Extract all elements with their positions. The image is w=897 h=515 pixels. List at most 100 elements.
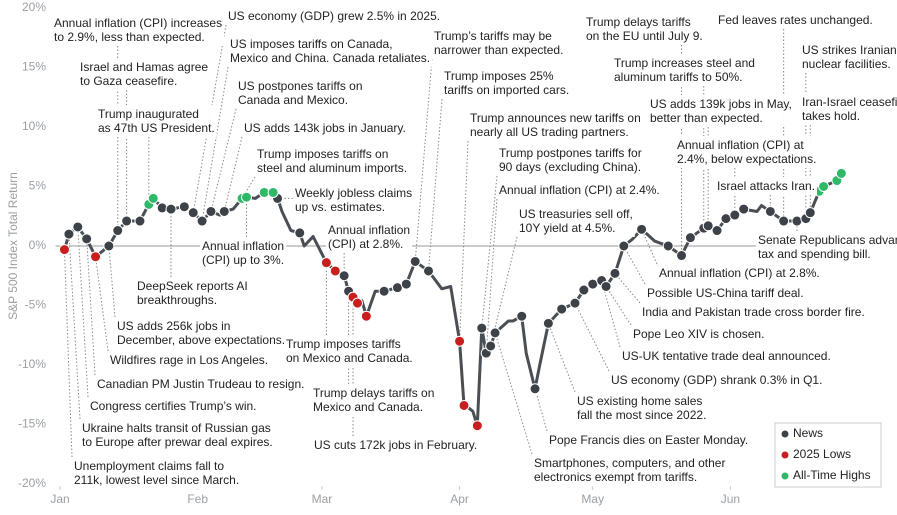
annotation-box bbox=[517, 205, 635, 237]
event-marker bbox=[409, 255, 421, 267]
event-marker bbox=[360, 310, 372, 322]
annotation: Annual inflation (CPI) at 2.4%. bbox=[497, 181, 662, 199]
legend-box bbox=[774, 422, 882, 488]
annotation-line: on the EU until July 9. bbox=[586, 29, 703, 43]
leader-line bbox=[485, 198, 498, 354]
leader-line bbox=[68, 234, 81, 420]
leader-line bbox=[490, 236, 518, 347]
leader-line bbox=[63, 249, 73, 458]
annotation: Trump announces new tariffs on nearly all… bbox=[468, 109, 643, 141]
annotation-line: US-UK tentative trade deal announced. bbox=[622, 349, 831, 363]
annotation: US adds 139k jobs in May, better than exp… bbox=[648, 95, 794, 127]
leader-line bbox=[428, 98, 443, 272]
annotation-box bbox=[115, 317, 288, 349]
leader-line bbox=[459, 140, 469, 342]
annotation-line: Trump delays tariffs bbox=[586, 15, 691, 29]
annotation-line: on Mexico and Canada. bbox=[286, 351, 413, 365]
annotation: Pope Leo XIV is chosen. bbox=[631, 325, 767, 343]
annotation: US treasuries sell off, 10Y yield at 4.5%… bbox=[517, 205, 635, 237]
annotation-box bbox=[135, 277, 250, 309]
event-marker bbox=[476, 322, 488, 334]
annotation-text: Annual inflation (CPI) increases to 2.9%,… bbox=[54, 16, 222, 44]
event-marker bbox=[63, 228, 75, 240]
annotation-text: Annual inflation (CPI) up to 3%. bbox=[202, 239, 284, 267]
leader-line bbox=[641, 229, 658, 265]
annotation-text: Wildfires rage in Los Angeles. bbox=[110, 353, 268, 367]
event-marker bbox=[267, 186, 279, 198]
event-marker bbox=[662, 240, 674, 252]
event-marker bbox=[378, 285, 390, 297]
annotation-box bbox=[78, 58, 211, 90]
annotation-text: Iran-Israel ceasefiretakes hold. bbox=[802, 95, 897, 123]
annotation-line: India and Pakistan trade cross border fi… bbox=[642, 305, 865, 319]
annotation-line: Annual inflation (CPI) at 2.8%. bbox=[659, 266, 820, 280]
annotation: Trump imposes tariffs on steel and alumin… bbox=[255, 145, 410, 177]
annotation-line: 90 days (excluding China). bbox=[499, 160, 641, 174]
annotation: Trump delays tariffs on Mexico and Canada… bbox=[311, 384, 437, 416]
event-marker bbox=[134, 215, 146, 227]
annotation-text: US adds 143k jobs in January. bbox=[244, 121, 406, 135]
annotation-line: 10Y yield at 4.5%. bbox=[519, 221, 616, 235]
x-tick-label: Apr bbox=[450, 492, 469, 506]
leader-line bbox=[95, 256, 109, 352]
annotation-box bbox=[96, 105, 217, 137]
leader-line bbox=[605, 286, 632, 326]
annotation-line: US cuts 172k jobs in February. bbox=[314, 438, 477, 452]
annotation-text: Trump imposes 25% tariffs on imported car… bbox=[444, 69, 569, 97]
annotation-box bbox=[584, 13, 705, 45]
annotation-line: Weekly jobless claims bbox=[295, 186, 412, 200]
annotation-text: Weekly jobless claims up vs. estimates. bbox=[295, 186, 412, 214]
annotation-line: Trump imposes tariffs on bbox=[257, 147, 388, 161]
event-marker bbox=[351, 297, 363, 309]
annotation-text: US treasuries sell off, 10Y yield at 4.5%… bbox=[519, 207, 633, 235]
annotation-box bbox=[756, 231, 897, 263]
annotation-text: Israel and Hamas agree to Gaza ceasefire. bbox=[80, 60, 208, 88]
y-tick-label: -20% bbox=[18, 476, 46, 490]
annotation-line: Fed leaves rates unchanged. bbox=[718, 13, 873, 27]
annotation-line: tax and spending bill. bbox=[758, 247, 871, 261]
annotation-box bbox=[648, 95, 794, 127]
annotation: US adds 256k jobs in December, above expe… bbox=[115, 317, 288, 349]
annotation: Annual inflation (CPI) increases to 2.9%,… bbox=[52, 14, 225, 46]
annotation-text: Pope Francis dies on Easter Monday. bbox=[549, 433, 748, 447]
event-marker bbox=[676, 250, 688, 262]
annotation-line: DeepSeek reports AI bbox=[137, 279, 248, 293]
annotation-line: Possible US-China tariff deal. bbox=[647, 286, 804, 300]
annotation-line: narrower than expected. bbox=[434, 43, 563, 57]
annotation-box bbox=[255, 145, 410, 177]
annotation-box bbox=[52, 14, 225, 46]
event-marker bbox=[294, 227, 306, 239]
event-marker bbox=[600, 280, 612, 292]
annotation-text: Senate Republicans advancetax and spendi… bbox=[758, 233, 897, 261]
annotation-line: Annual inflation bbox=[202, 239, 284, 253]
annotation: Annual inflation (CPI) at 2.4%, below exp… bbox=[675, 136, 819, 168]
event-marker bbox=[556, 303, 568, 315]
annotation-box bbox=[609, 371, 825, 389]
annotation-box bbox=[800, 93, 897, 125]
annotation-text: US cuts 172k jobs in February. bbox=[314, 438, 477, 452]
leader-line bbox=[241, 176, 256, 199]
annotation: Trump delays tariffs on the EU until July… bbox=[584, 13, 705, 45]
annotation: Trump imposes tariffs on Mexico and Canad… bbox=[284, 335, 415, 367]
annotation: Israel and Hamas agree to Gaza ceasefire. bbox=[78, 58, 211, 90]
annotation: Trump increases steel and aluminum tariff… bbox=[612, 54, 757, 86]
annotation-box bbox=[88, 397, 259, 415]
annotation-text: Trump imposes tariffs on steel and alumin… bbox=[257, 147, 407, 175]
annotation-box bbox=[72, 457, 242, 489]
annotation-text: US economy (GDP) grew 2.5% in 2025. bbox=[228, 9, 440, 23]
annotation-text: US postpones tariffs on Canada and Mexico… bbox=[238, 79, 363, 107]
event-marker bbox=[187, 207, 199, 219]
annotation-text: Ukraine halts transit of Russian gas to E… bbox=[82, 421, 273, 449]
leader-line bbox=[201, 66, 229, 222]
annotation-text: DeepSeek reports AI breakthroughs. bbox=[137, 279, 248, 307]
y-tick-label: 5% bbox=[29, 179, 47, 193]
annotation-line: Trump imposes 25% bbox=[444, 69, 554, 83]
annotation-box bbox=[532, 454, 728, 486]
annotation: Annual inflation (CPI) at 2.8%. bbox=[326, 221, 413, 253]
event-marker bbox=[90, 251, 102, 263]
annotation-box bbox=[800, 41, 897, 73]
annotation: Unemployment claims fall to 211k, lowest … bbox=[72, 457, 242, 489]
annotation-box bbox=[80, 419, 275, 451]
annotation-text: Trump announces new tariffs on nearly all… bbox=[470, 111, 641, 139]
annotation-text: Pope Leo XIV is chosen. bbox=[633, 327, 764, 341]
